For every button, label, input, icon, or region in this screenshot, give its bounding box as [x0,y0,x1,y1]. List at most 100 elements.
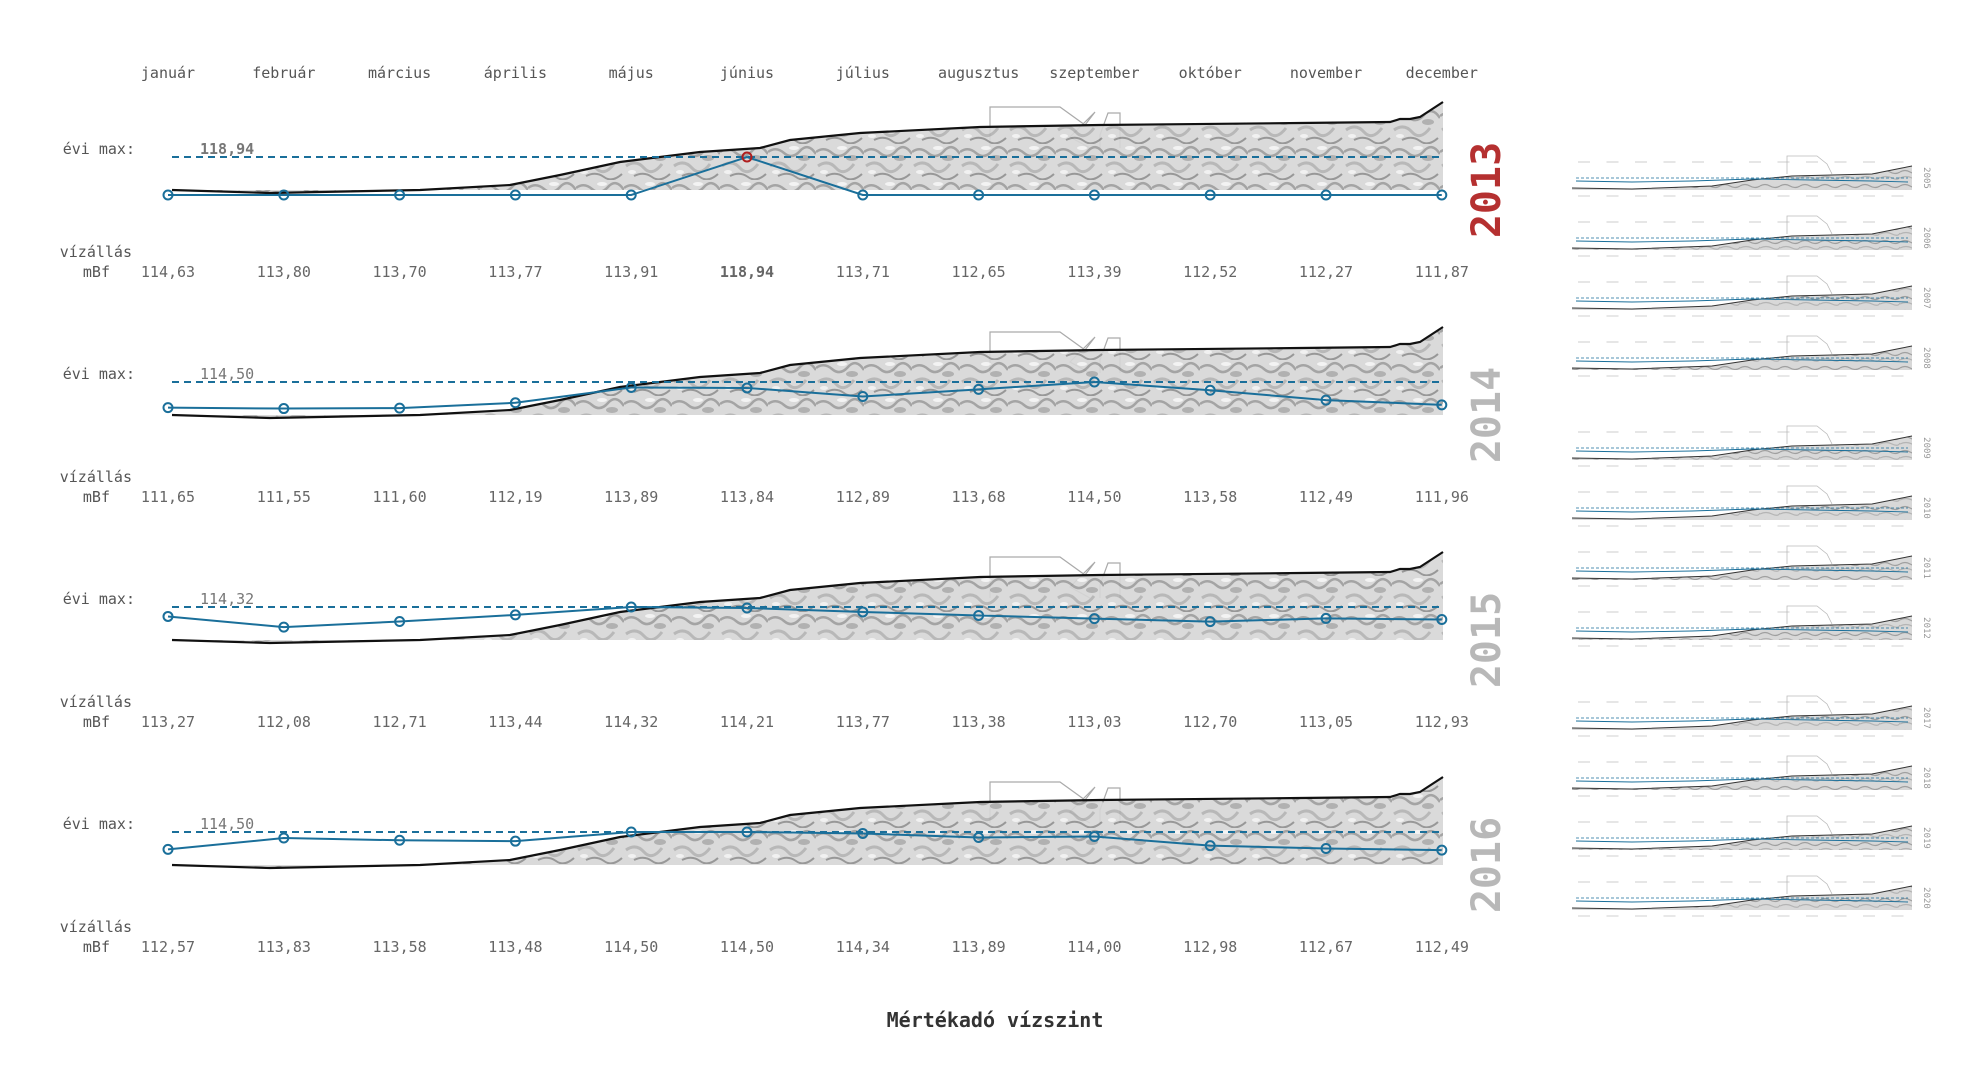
monthly-value-label: 113,58 [373,938,427,956]
month-header: január február március április május június jú… [141,64,1478,82]
mini-terrain [1572,556,1912,580]
water-level-point [625,381,637,393]
water-level-point [278,832,290,844]
water-level-line [168,155,1442,196]
water-level-point [1320,842,1332,854]
annual-max-caption: évi max: [63,590,135,608]
mini-year-label: 2006 [1921,227,1931,249]
water-level-line [167,831,1442,852]
monthly-value-label: 112,52 [1183,263,1237,281]
monthly-value-label: 111,65 [141,488,195,506]
mini-water-line [1575,778,1909,783]
monthly-value-label: 114,34 [836,938,890,956]
month-label: július [836,64,890,82]
mini-panel-2007: 2007 [1571,275,1931,317]
mini-terrain [1572,436,1912,460]
month-label: január [141,64,195,82]
monthly-value-label: 112,70 [1183,713,1237,731]
mini-year-label: 2012 [1921,617,1931,639]
monthly-value-label: 112,57 [141,938,195,956]
monthly-value-label: 113,71 [836,263,890,281]
figure-title: Mértékadó vízszint [887,1008,1104,1032]
water-level-point [1436,399,1448,411]
monthly-value-label: 114,50 [1067,488,1121,506]
annual-max-value: 114,50 [200,815,254,833]
mini-building [1786,215,1833,235]
mini-terrain [1572,766,1912,790]
mini-building [1786,755,1833,775]
mini-panel-2008: 2008 [1571,335,1931,377]
mini-year-label: 2005 [1921,167,1931,189]
mini-panel-2020: 2020 [1571,875,1931,917]
year-panel-2015: évi max: 114,32 vízállás mBf 113,27 112,08 112… [60,551,1510,731]
mini-year-label: 2020 [1921,887,1931,909]
mini-building [1786,155,1833,175]
terrain-section [172,777,1443,868]
year-label: 2014 [1464,367,1510,463]
month-label: március [368,64,431,82]
mini-panel-2005: 2005 [1571,155,1931,197]
month-label: május [609,64,654,82]
mini-building [1786,695,1833,715]
terrain-profile-line [171,326,1444,420]
water-level-point [162,843,174,855]
year-panels: évi max: 118,94 vízállás mBf 114,63 113,80 113… [60,101,1510,956]
mini-panel-2011: 2011 [1571,545,1931,587]
terrain-profile-line [171,776,1444,870]
mini-panel-2009: 2009 [1571,425,1931,467]
monthly-value-label: 113,39 [1067,263,1121,281]
monthly-value-label: 112,93 [1415,713,1469,731]
water-level-point [1204,189,1216,201]
monthly-value-label: 114,00 [1067,938,1121,956]
water-level-caption: vízállás [60,918,132,936]
water-level-point [1320,394,1332,406]
month-label: október [1179,64,1242,82]
monthly-value-label: 113,03 [1067,713,1121,731]
monthly-value-label: 113,27 [141,713,195,731]
monthly-value-label: 113,80 [257,263,311,281]
mini-building [1786,425,1833,445]
water-level-point [1088,189,1100,201]
monthly-value-label: 113,89 [952,938,1006,956]
mini-water-line [1575,628,1909,633]
mini-year-label: 2011 [1921,557,1931,579]
terrain-section [172,327,1443,418]
monthly-value-label: 113,05 [1299,713,1353,731]
year-label: 2016 [1464,817,1510,913]
annual-max-value: 114,50 [200,365,254,383]
monthly-value-label: 112,71 [373,713,427,731]
water-level-caption: vízállás [60,468,132,486]
monthly-value-label: 113,68 [952,488,1006,506]
water-level-point [1436,189,1448,201]
water-level-point [973,831,985,843]
water-level-point [278,621,290,633]
monthly-value-label: 113,48 [488,938,542,956]
mini-terrain [1572,496,1912,520]
mini-panel-2018: 2018 [1571,755,1931,797]
mini-year-label: 2009 [1921,437,1931,459]
water-level-point [1088,613,1100,625]
monthly-value-label: 118,94 [720,263,774,281]
mini-panels: 2005 2006 2007 2008 2009 2010 2011 2012 2017 2018… [1571,155,1931,917]
mini-terrain [1572,826,1912,850]
month-label: december [1406,64,1478,82]
terrain-profile-line [171,551,1444,645]
year-label: 2013 [1464,142,1510,238]
mini-year-label: 2017 [1921,707,1931,729]
mini-terrain [1572,346,1912,370]
monthly-value-label: 113,77 [488,263,542,281]
annual-max-value: 114,32 [200,590,254,608]
terrain-profile-line [171,101,1444,195]
annual-max-value: 118,94 [200,140,254,158]
monthly-value-label: 112,49 [1299,488,1353,506]
water-level-point [857,827,869,839]
water-level-caption: vízállás [60,243,132,261]
water-level-point [973,609,985,621]
mini-water-line [1575,508,1909,513]
mini-terrain [1572,706,1912,730]
water-level-point [162,402,174,414]
year-panel-2016: évi max: 114,50 vízállás mBf 112,57 113,83 113… [60,776,1510,956]
mini-year-label: 2008 [1921,347,1931,369]
annual-max-caption: évi max: [63,365,135,383]
